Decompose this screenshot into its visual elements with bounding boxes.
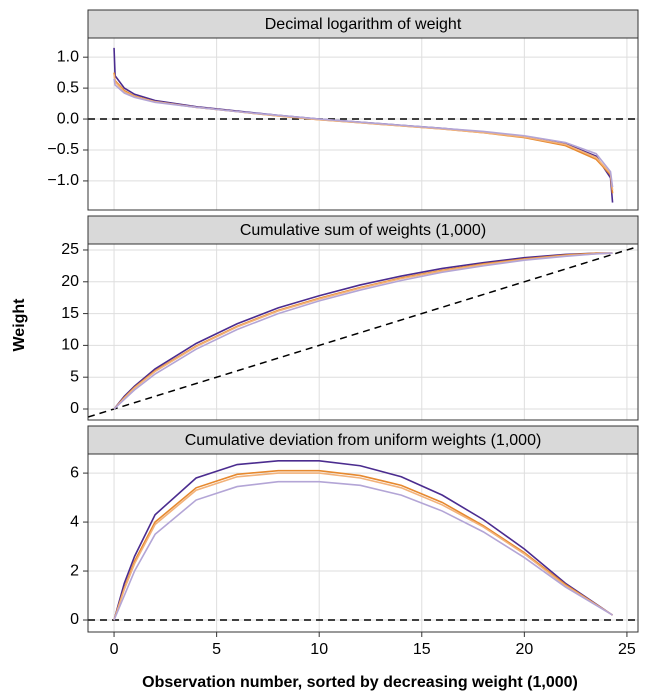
x-tick-label: 25 (618, 641, 636, 658)
x-tick-label: 10 (310, 641, 328, 658)
y-tick-label: 0 (70, 611, 79, 628)
strip (87, 9, 639, 39)
panel-title: Cumulative sum of weights (1,000) (240, 222, 486, 239)
y-tick-label: 4 (70, 513, 79, 530)
series-line (113, 252, 613, 410)
panel-title: Cumulative deviation from uniform weight… (185, 432, 542, 449)
x-tick-label: 0 (110, 641, 119, 658)
y-tick-label: 5 (70, 368, 79, 385)
panel-border (87, 243, 639, 421)
y-tick-label: 1.0 (57, 48, 79, 65)
strip (87, 425, 639, 455)
y-tick-label: 0.0 (57, 110, 79, 127)
series-line (113, 78, 614, 188)
panel-border (87, 37, 639, 211)
y-tick-label: 2 (70, 562, 79, 579)
y-tick-label: 20 (61, 273, 79, 290)
series-line (113, 460, 614, 621)
x-tick-label: 20 (515, 641, 533, 658)
panel (88, 454, 638, 632)
series-line (113, 252, 613, 410)
y-tick-label: 0 (70, 400, 79, 417)
y-tick-label: 15 (61, 305, 79, 322)
panel (88, 38, 638, 210)
panel (88, 244, 638, 420)
panel-border (87, 453, 639, 633)
series-line (113, 472, 613, 621)
y-axis-title: Weight (11, 298, 28, 352)
y-tick-label: −0.5 (47, 141, 79, 158)
y-tick-label: 0.5 (57, 79, 79, 96)
y-tick-label: −1.0 (47, 172, 79, 189)
x-tick-label: 5 (212, 641, 221, 658)
x-tick-label: 15 (413, 641, 431, 658)
x-axis-title: Observation number, sorted by decreasing… (142, 674, 578, 691)
panel-title: Decimal logarithm of weight (265, 16, 462, 33)
y-tick-label: 25 (61, 241, 79, 258)
series-line (113, 480, 613, 621)
y-tick-label: 10 (61, 337, 79, 354)
series-line (113, 469, 613, 621)
y-tick-label: 6 (70, 464, 79, 481)
